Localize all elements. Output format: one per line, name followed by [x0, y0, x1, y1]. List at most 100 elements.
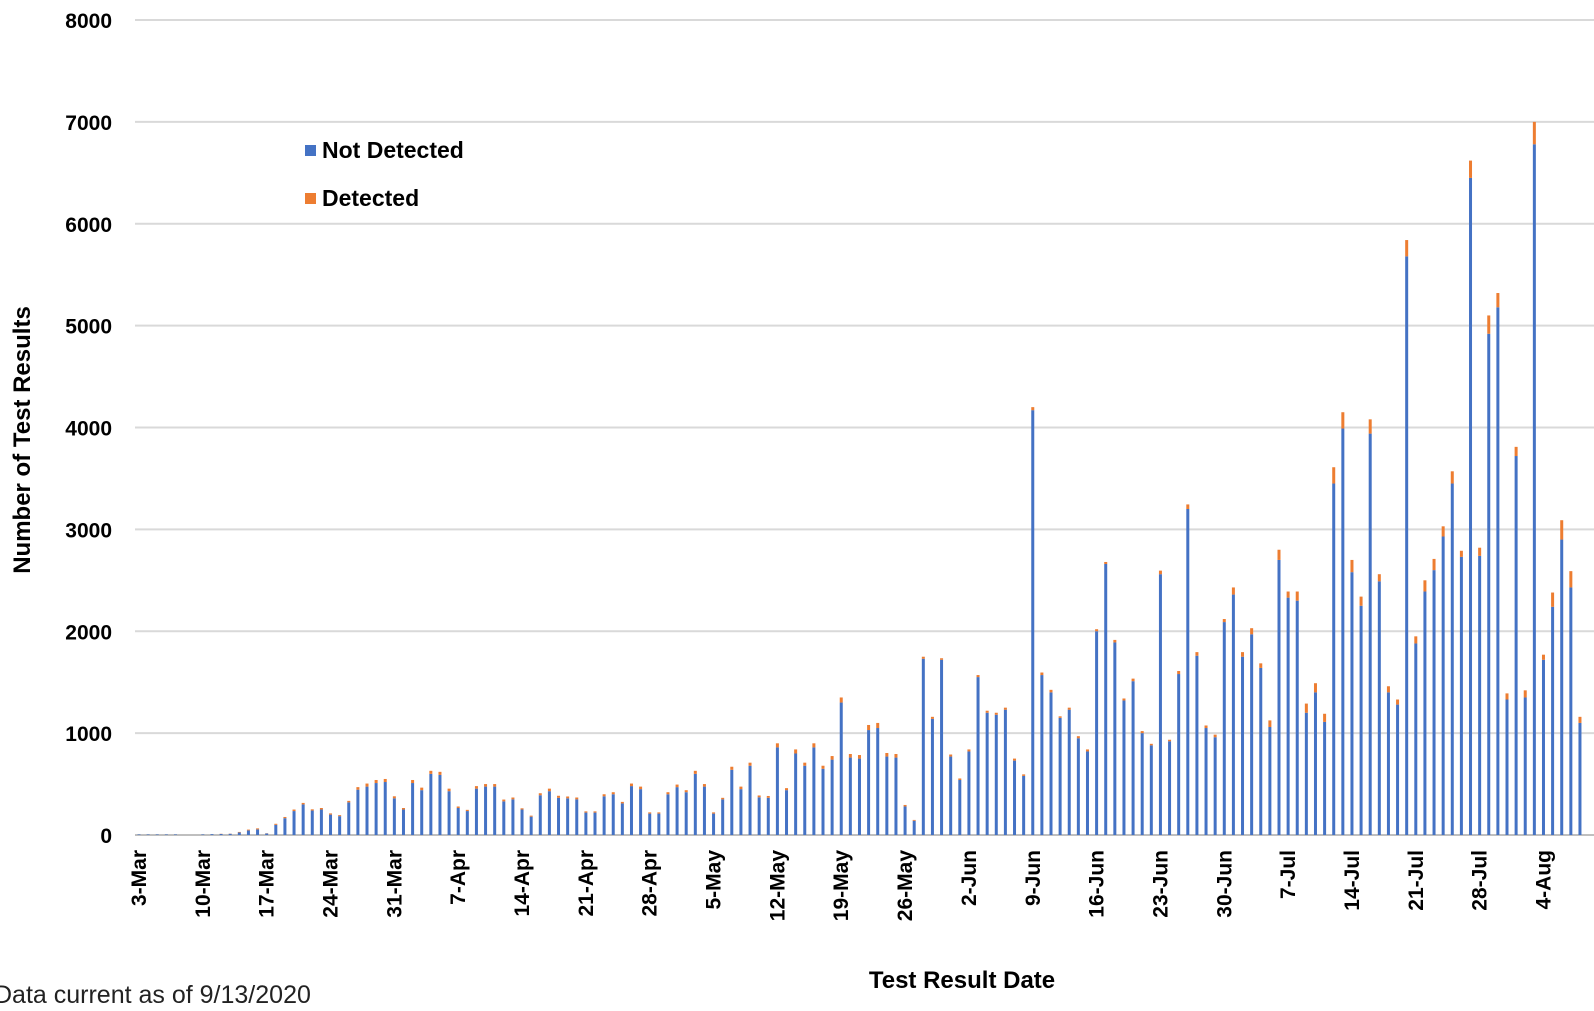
- bar-not-detected: [1222, 622, 1226, 835]
- bar-detected: [438, 771, 442, 775]
- bar-not-detected: [1213, 737, 1217, 835]
- bar-not-detected: [739, 789, 743, 835]
- bar-detected: [1177, 670, 1181, 675]
- bar-detected: [940, 658, 944, 660]
- bar-detected: [994, 712, 998, 715]
- bar-not-detected: [1532, 144, 1536, 836]
- bar-not-detected: [1332, 483, 1336, 835]
- bar-detected: [1241, 652, 1245, 657]
- bar-detected: [511, 797, 515, 800]
- x-tick-label: 12-May: [766, 850, 789, 922]
- bar-not-detected: [538, 795, 542, 835]
- bar-detected: [639, 786, 643, 790]
- bar-detected: [785, 788, 789, 791]
- bar-not-detected: [1104, 564, 1108, 835]
- bar-detected: [484, 784, 488, 787]
- bar-detected: [1505, 693, 1509, 700]
- bar-not-detected: [657, 813, 661, 835]
- bar-not-detected: [329, 814, 333, 836]
- bar-detected: [648, 812, 652, 814]
- bar-detected: [1195, 652, 1199, 656]
- bar-not-detected: [1514, 456, 1518, 835]
- bar-detected: [465, 809, 469, 812]
- bar-detected: [1469, 160, 1473, 178]
- legend: Not Detected Detected: [305, 137, 464, 211]
- bar-not-detected: [876, 728, 880, 835]
- bars: [137, 121, 1582, 836]
- x-tick-label: 2-Jun: [958, 850, 981, 906]
- bar-detected: [1313, 683, 1317, 693]
- bar-detected: [684, 790, 688, 793]
- bar-not-detected: [1040, 675, 1044, 835]
- bar-detected: [876, 722, 880, 729]
- x-tick-label: 21-Jul: [1405, 850, 1428, 911]
- bar-not-detected: [511, 799, 515, 835]
- bar-not-detected: [803, 765, 807, 835]
- bar-not-detected: [1441, 536, 1445, 835]
- bar-not-detected: [1569, 587, 1573, 835]
- bar-not-detected: [484, 786, 488, 835]
- bar-not-detected: [1350, 572, 1354, 835]
- bar-detected: [748, 762, 752, 766]
- bar-detected: [1104, 561, 1108, 565]
- bar-detected: [657, 812, 661, 814]
- bar-detected: [520, 808, 524, 810]
- bar-not-detected: [867, 730, 871, 835]
- bar-detected: [958, 778, 962, 780]
- bar-not-detected: [1496, 307, 1500, 835]
- bar-not-detected: [292, 811, 296, 835]
- bar-detected: [620, 801, 624, 804]
- bar-not-detected: [392, 798, 396, 835]
- bar-detected: [1323, 713, 1327, 722]
- bar-not-detected: [246, 830, 250, 835]
- bar-detected: [1523, 690, 1527, 698]
- bar-not-detected: [1085, 751, 1089, 835]
- bar-not-detected: [748, 765, 752, 835]
- bar-not-detected: [1414, 643, 1418, 835]
- bar-not-detected: [365, 786, 369, 835]
- bar-not-detected: [976, 677, 980, 835]
- bar-not-detected: [830, 759, 834, 835]
- bar-not-detected: [1131, 681, 1135, 835]
- bar-detected: [1332, 467, 1336, 484]
- x-tick-label: 10-Mar: [192, 850, 215, 918]
- bar-detected: [903, 804, 907, 807]
- bar-not-detected: [648, 813, 652, 835]
- x-tick-label: 31-Mar: [383, 850, 406, 918]
- bar-not-detected: [766, 797, 770, 835]
- bar-detected: [867, 724, 871, 731]
- bar-not-detected: [848, 757, 852, 835]
- bar-not-detected: [611, 794, 615, 835]
- bar-not-detected: [1259, 667, 1263, 835]
- bar-not-detected: [374, 783, 378, 835]
- bar-not-detected: [794, 753, 798, 835]
- bar-not-detected: [420, 790, 424, 835]
- bar-not-detected: [265, 833, 269, 835]
- y-axis-ticks: 0 1000 2000 3000 4000 5000 6000 7000 8000: [65, 10, 112, 848]
- bar-detected: [1359, 596, 1363, 606]
- bar-not-detected: [383, 782, 387, 835]
- bar-detected: [474, 786, 478, 789]
- x-tick-label: 21-Apr: [575, 850, 598, 917]
- bar-not-detected: [137, 834, 141, 835]
- bar-detected: [1532, 121, 1536, 145]
- bar-detected: [1250, 628, 1254, 635]
- bar-detected: [429, 770, 433, 774]
- x-tick-label: 26-May: [894, 850, 917, 922]
- bar-not-detected: [812, 747, 816, 835]
- bar-detected: [493, 784, 497, 787]
- bar-detected: [894, 754, 898, 758]
- bar-not-detected: [310, 810, 314, 835]
- bar-not-detected: [1523, 697, 1527, 835]
- bar-not-detected: [1113, 642, 1117, 835]
- y-tick-label: 7000: [65, 112, 112, 135]
- bar-detected: [1095, 629, 1099, 632]
- bar-not-detected: [155, 834, 159, 835]
- bar-not-detected: [164, 834, 168, 835]
- x-tick-label: 28-Jul: [1469, 850, 1492, 911]
- bar-detected: [739, 786, 743, 790]
- bar-not-detected: [474, 788, 478, 835]
- bar-detected: [365, 783, 369, 787]
- bar-detected: [1003, 707, 1007, 710]
